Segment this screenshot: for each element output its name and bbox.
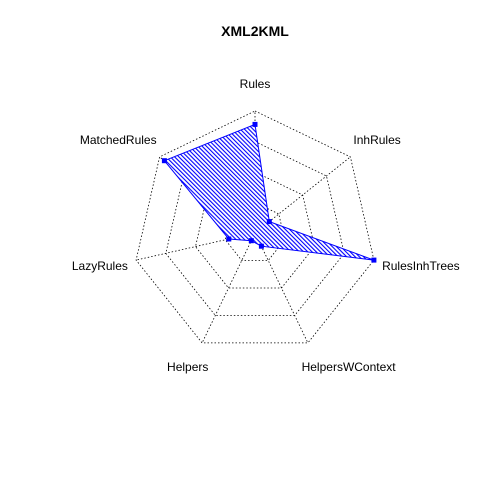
data-point-inhrules <box>266 219 272 225</box>
grid-ring <box>165 141 345 316</box>
chart-title: XML2KML <box>221 23 289 39</box>
grid-spoke-lazyrules <box>136 232 256 261</box>
data-point-rules <box>252 121 258 127</box>
series-layer <box>161 121 377 263</box>
data-point-helpers <box>248 238 254 244</box>
grid-spoke-helpers <box>201 232 256 344</box>
axis-label-helperswcontext: HelpersWContext <box>302 360 397 374</box>
axis-labels: Rules InhRules RulesInhTrees HelpersWContex… <box>72 77 460 374</box>
axis-label-lazyrules: LazyRules <box>72 259 128 273</box>
grid-spoke-helperswcontext <box>254 232 309 344</box>
data-point-lazyrules <box>226 236 232 242</box>
axis-label-inhrules: InhRules <box>353 133 400 147</box>
series-area <box>163 123 375 261</box>
data-point-helperswcontext <box>258 243 264 249</box>
data-point-rulesinhtrees <box>371 257 377 263</box>
grid-spoke-inhrules <box>254 156 351 234</box>
axis-label-helpers: Helpers <box>167 360 208 374</box>
axis-label-rules: Rules <box>240 77 271 91</box>
data-point-matchedrules <box>161 158 167 164</box>
grid-ring <box>135 110 375 344</box>
axis-label-rulesinhtrees: RulesInhTrees <box>382 259 460 273</box>
axis-label-matchedrules: MatchedRules <box>80 133 157 147</box>
